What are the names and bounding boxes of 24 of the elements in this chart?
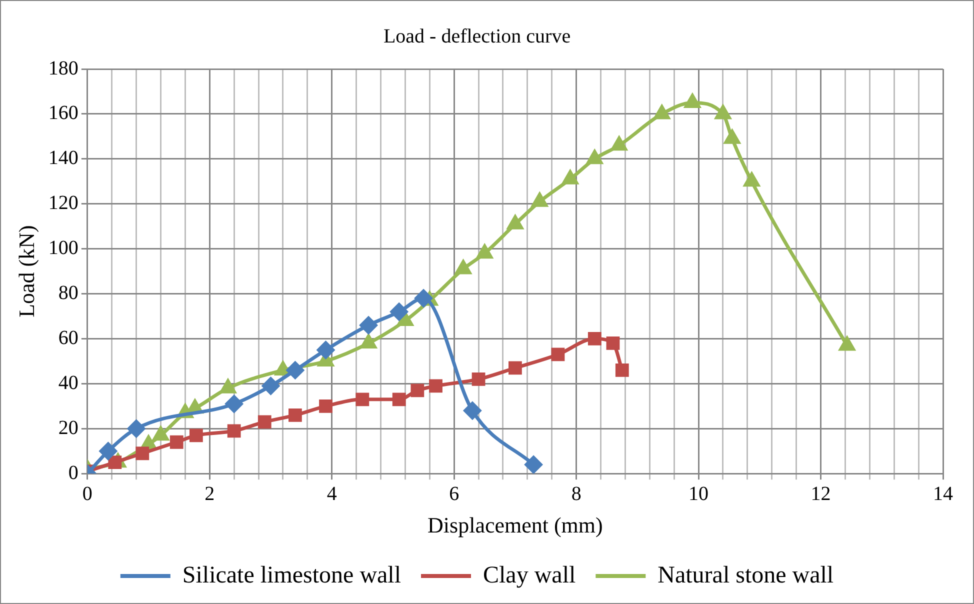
y-tick-label: 20 — [58, 416, 78, 439]
y-tick-label: 100 — [48, 237, 78, 260]
legend-label: Clay wall — [483, 562, 576, 588]
y-tick-label: 140 — [48, 147, 78, 170]
legend-label: Silicate limestone wall — [182, 562, 402, 588]
y-tick-label: 120 — [48, 192, 78, 214]
y-axis-title: Load (kN) — [14, 225, 39, 318]
x-tick-label: 6 — [449, 482, 460, 505]
y-tick-label: 40 — [58, 372, 78, 394]
legend-label: Natural stone wall — [658, 562, 834, 588]
y-tick-label: 160 — [48, 102, 78, 124]
chart-title: Load - deflection curve — [383, 25, 571, 48]
x-tick-label: 8 — [571, 482, 582, 505]
x-tick-label: 10 — [688, 482, 709, 505]
y-tick-label: 180 — [48, 57, 78, 80]
x-axis-title: Displacement (mm) — [428, 512, 603, 538]
y-tick-label: 80 — [58, 282, 78, 304]
y-tick-label: 60 — [58, 326, 78, 349]
x-tick-label: 4 — [326, 482, 337, 505]
x-tick-label: 0 — [82, 482, 92, 505]
y-tick-label: 0 — [68, 462, 78, 484]
x-tick-label: 2 — [204, 482, 215, 505]
x-tick-label: 14 — [933, 482, 953, 505]
x-tick-label: 12 — [810, 482, 831, 505]
